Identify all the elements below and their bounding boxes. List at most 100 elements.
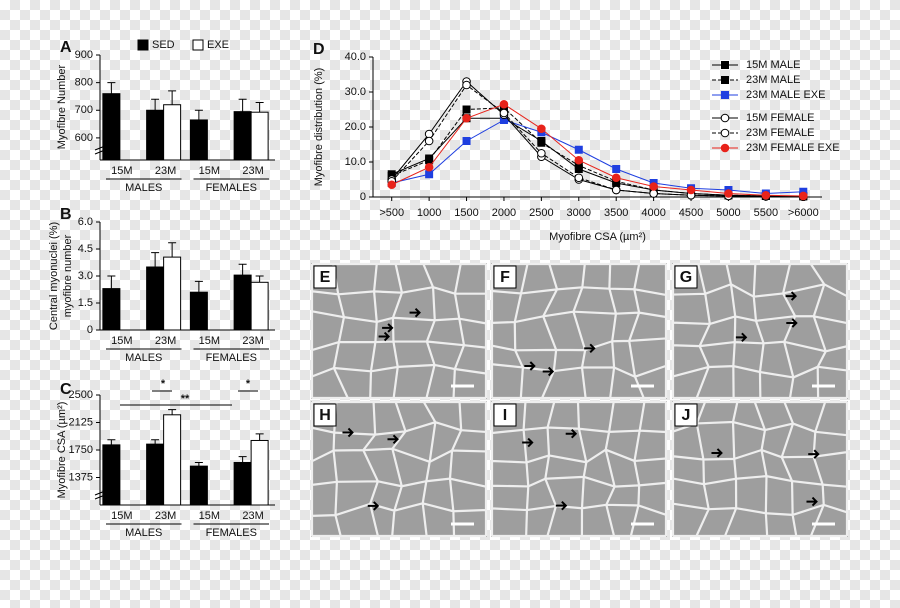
micrograph: J	[671, 400, 849, 538]
y-tick-label: 700	[75, 104, 93, 116]
x-tick-label: 5000	[716, 207, 740, 219]
panel-label-box	[313, 403, 337, 427]
marker	[612, 165, 621, 173]
error-bar	[168, 242, 177, 258]
y-tick-label: 2125	[69, 416, 93, 428]
panel-label-box	[674, 403, 698, 427]
x-tick-label: 5500	[754, 207, 778, 219]
x-tick-label: 23M	[155, 335, 176, 347]
y-tick-label: 2500	[69, 389, 93, 401]
arrow	[806, 496, 818, 507]
y-tick-label: 30.0	[345, 86, 366, 98]
error-bar	[107, 275, 116, 289]
panel-label-box	[313, 265, 337, 289]
error-bar	[255, 275, 264, 283]
panel-label: A	[60, 39, 72, 56]
x-tick-label: 15M	[111, 335, 132, 347]
marker	[686, 185, 696, 195]
legend-marker	[721, 61, 729, 69]
arrow	[555, 500, 568, 511]
arrow	[808, 449, 820, 459]
x-tick-label: 1000	[417, 207, 441, 219]
group-label: MALES	[125, 352, 162, 364]
arrow	[409, 307, 421, 318]
marker	[462, 113, 471, 123]
arrow	[387, 434, 399, 445]
marker	[611, 173, 621, 183]
x-tick-label: 23M	[242, 165, 263, 177]
x-tick-label: 3500	[604, 207, 628, 219]
error-bar	[238, 263, 247, 276]
panel-label-box	[674, 265, 698, 289]
error-bar	[107, 439, 116, 445]
error-bar	[107, 82, 116, 94]
y-tick-label: 1750	[69, 444, 93, 456]
marker	[537, 148, 546, 158]
bar	[146, 443, 165, 506]
x-tick-label: 23M	[155, 165, 176, 177]
x-tick-label: 3000	[567, 207, 591, 219]
x-axis-label: Myofibre CSA (µm²)	[549, 231, 646, 243]
cell-borders	[490, 400, 668, 538]
x-tick-label: 4000	[641, 207, 665, 219]
arrow	[524, 361, 536, 371]
bar	[233, 274, 252, 331]
bar	[163, 414, 182, 506]
legend-marker	[720, 128, 730, 138]
series-line	[391, 80, 804, 198]
bar	[146, 266, 165, 331]
x-tick-label: >500	[379, 207, 404, 219]
arrow	[542, 366, 555, 377]
y-tick-label: 600	[75, 132, 93, 144]
series-line	[391, 107, 804, 197]
y-tick-label: 40.0	[345, 51, 366, 63]
cell-borders	[310, 400, 488, 538]
bar	[189, 119, 208, 161]
group-label: MALES	[125, 527, 162, 539]
panel-label-box	[493, 403, 517, 427]
y-axis-label: myofibre number	[62, 234, 74, 317]
panel-label: H	[319, 407, 331, 424]
error-bar	[151, 252, 160, 267]
y-tick-label: 20.0	[345, 121, 366, 133]
x-tick-label: >6000	[788, 207, 819, 219]
arrow	[342, 427, 354, 438]
group-label: FEMALES	[206, 182, 257, 194]
marker	[574, 145, 583, 154]
cell-borders	[490, 262, 668, 400]
y-tick-label: 800	[75, 77, 93, 89]
error-bar	[255, 433, 264, 441]
marker	[574, 173, 584, 183]
significance-label: *	[246, 378, 251, 390]
group-label: MALES	[125, 182, 162, 194]
legend-marker	[720, 143, 730, 153]
arrow	[786, 318, 798, 328]
y-axis-label: Central myonuclei (%)	[48, 222, 60, 330]
micrograph: H	[310, 400, 488, 538]
error-bar	[151, 439, 160, 445]
y-axis-label: Myofibre CSA (µm²)	[56, 402, 68, 499]
marker	[387, 180, 397, 190]
bar	[250, 111, 269, 161]
arrow	[522, 437, 534, 448]
marker	[499, 99, 509, 109]
legend-marker	[720, 113, 730, 123]
x-tick-label: 2500	[529, 207, 553, 219]
error-bar	[238, 456, 247, 463]
panel-label: G	[680, 269, 692, 286]
bar	[189, 465, 208, 506]
arrow	[584, 343, 596, 354]
marker	[798, 191, 808, 201]
marker	[537, 138, 546, 147]
marker	[424, 162, 434, 172]
micrograph: I	[490, 400, 668, 538]
error-bar	[168, 90, 177, 105]
error-bar	[255, 102, 264, 113]
marker	[724, 189, 733, 198]
bar	[146, 109, 165, 161]
arrow	[565, 429, 578, 439]
legend-marker	[721, 76, 729, 84]
legend-swatch	[192, 39, 204, 51]
error-bar	[168, 409, 177, 415]
